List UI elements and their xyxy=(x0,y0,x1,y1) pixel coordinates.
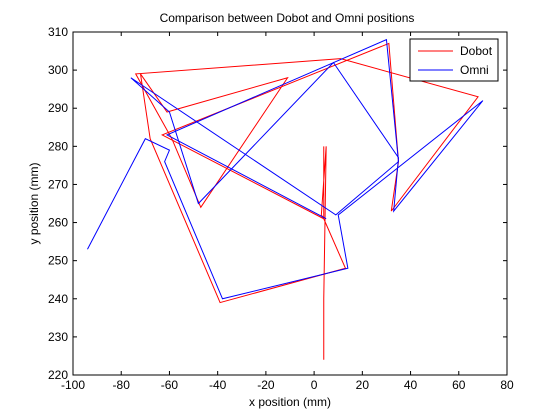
x-tick-label: 80 xyxy=(500,378,514,392)
y-tick-label: 310 xyxy=(48,25,68,39)
legend-label-dobot: Dobot xyxy=(460,44,493,58)
x-tick-label: -40 xyxy=(209,378,227,392)
x-tick-label: 60 xyxy=(452,378,466,392)
y-tick-label: 270 xyxy=(48,177,68,191)
x-tick-label: -60 xyxy=(161,378,179,392)
y-tick-label: 240 xyxy=(48,292,68,306)
x-axis-label: x position (mm) xyxy=(249,395,331,409)
legend-box xyxy=(409,38,499,82)
tick-layer: -100 -80 -60 -40 -20 0 20 40 60 80 220 230 240 250 260… xyxy=(48,25,514,392)
y-tick-label: 300 xyxy=(48,63,68,77)
legend-label-omni: Omni xyxy=(460,63,489,77)
chart-title: Comparison between Dobot and Omni positi… xyxy=(160,11,415,25)
series-layer xyxy=(87,38,484,360)
y-tick-label: 290 xyxy=(48,101,68,115)
y-tick-label: 260 xyxy=(48,216,68,230)
plot-area xyxy=(72,31,508,376)
x-tick-label: -20 xyxy=(257,378,275,392)
y-tick-label: 250 xyxy=(48,254,68,268)
y-axis-label: y position (mm) xyxy=(27,162,41,244)
x-tick-label: 20 xyxy=(356,378,370,392)
y-tick-label: 230 xyxy=(48,330,68,344)
y-tick-label: 220 xyxy=(48,368,68,382)
x-tick-label: 0 xyxy=(311,378,318,392)
legend: Dobot Omni xyxy=(409,38,499,82)
x-tick-label: 40 xyxy=(404,378,418,392)
y-tick-label: 280 xyxy=(48,139,68,153)
x-tick-label: -100 xyxy=(61,378,85,392)
series-line-omni xyxy=(87,38,484,300)
x-tick-label: -80 xyxy=(113,378,131,392)
